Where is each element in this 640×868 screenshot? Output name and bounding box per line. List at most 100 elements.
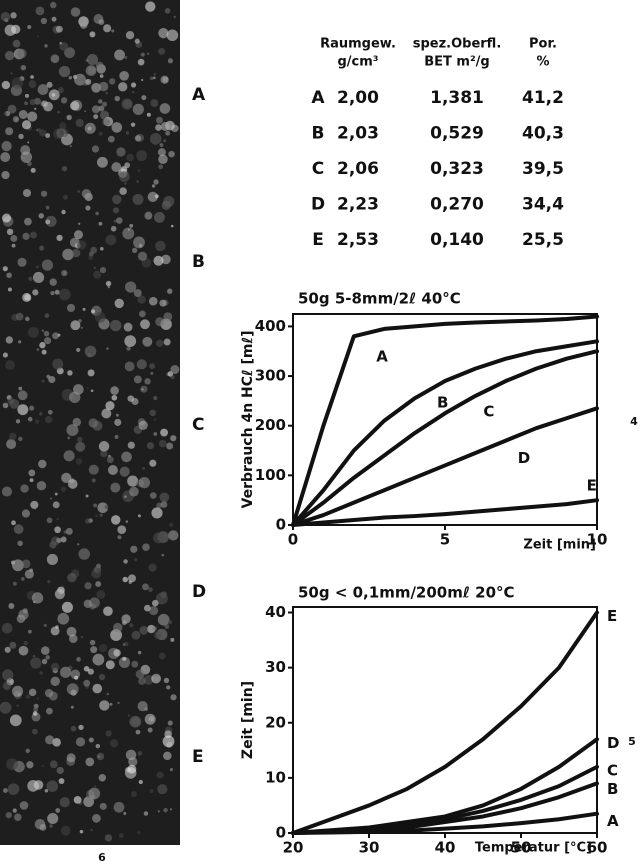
grain bbox=[125, 131, 130, 135]
grain bbox=[141, 78, 144, 82]
grain bbox=[170, 637, 175, 642]
grain bbox=[124, 55, 128, 60]
grain bbox=[65, 527, 73, 535]
grain bbox=[155, 592, 168, 605]
grain bbox=[23, 640, 29, 646]
grain bbox=[36, 129, 39, 132]
table-cell: 0,270 bbox=[430, 195, 484, 215]
grain bbox=[80, 326, 83, 329]
grain bbox=[12, 685, 24, 697]
grain bbox=[27, 629, 32, 634]
grain bbox=[114, 95, 120, 102]
grain bbox=[173, 15, 176, 18]
y-tick-label: 300 bbox=[255, 367, 286, 385]
grain bbox=[131, 630, 141, 640]
grain bbox=[12, 581, 17, 586]
grain bbox=[119, 466, 130, 477]
grain bbox=[111, 515, 121, 525]
grain bbox=[29, 405, 35, 411]
grain bbox=[159, 103, 171, 114]
grain bbox=[105, 234, 117, 246]
grain bbox=[104, 504, 109, 510]
grain bbox=[93, 266, 96, 270]
grain bbox=[49, 1, 57, 9]
table-cell: 0,140 bbox=[430, 230, 484, 250]
grain bbox=[98, 774, 107, 782]
grain bbox=[147, 52, 150, 55]
grain bbox=[18, 110, 28, 119]
y-tick-label: 20 bbox=[265, 713, 286, 731]
grain bbox=[132, 91, 135, 94]
grain bbox=[156, 116, 163, 124]
grain bbox=[120, 166, 128, 173]
grain bbox=[32, 654, 36, 658]
grain bbox=[134, 558, 138, 562]
grain bbox=[137, 650, 142, 655]
grain bbox=[127, 228, 130, 231]
grain bbox=[91, 568, 102, 579]
grain bbox=[33, 600, 36, 604]
grain bbox=[1, 80, 11, 90]
grain bbox=[158, 47, 166, 55]
table-cell: 2,00 bbox=[337, 88, 379, 108]
x-tick-label: 30 bbox=[359, 839, 380, 857]
grain bbox=[56, 537, 62, 543]
grain bbox=[26, 694, 31, 699]
grain bbox=[18, 645, 29, 656]
grain bbox=[88, 464, 99, 475]
grain bbox=[20, 617, 24, 621]
grain bbox=[66, 424, 79, 437]
grain bbox=[98, 221, 103, 226]
grain bbox=[160, 501, 168, 508]
grain bbox=[139, 625, 149, 635]
grain bbox=[44, 688, 54, 698]
grain bbox=[24, 569, 34, 579]
grain bbox=[76, 347, 81, 352]
table-cell: 0,323 bbox=[430, 159, 484, 179]
grain bbox=[83, 796, 95, 808]
grain bbox=[26, 761, 34, 769]
grain bbox=[118, 171, 130, 182]
grain bbox=[141, 388, 144, 391]
grain bbox=[73, 795, 82, 804]
grain bbox=[91, 309, 96, 314]
grain bbox=[30, 500, 39, 509]
grain bbox=[92, 105, 100, 114]
grain bbox=[131, 717, 141, 727]
grain bbox=[66, 303, 76, 313]
grain bbox=[22, 188, 32, 198]
grain bbox=[1, 486, 13, 497]
grain bbox=[46, 780, 59, 792]
grain bbox=[142, 583, 149, 591]
grain bbox=[112, 207, 120, 214]
grain bbox=[157, 810, 160, 813]
grain bbox=[126, 346, 131, 351]
grain bbox=[152, 532, 164, 544]
grain bbox=[98, 19, 105, 26]
grain bbox=[159, 143, 164, 147]
grain bbox=[93, 503, 98, 508]
grain bbox=[58, 288, 71, 301]
grain bbox=[58, 65, 71, 78]
grain bbox=[123, 812, 127, 815]
grain bbox=[142, 336, 153, 347]
table-cell: 41,2 bbox=[522, 88, 564, 108]
grain bbox=[99, 74, 104, 78]
curve-label: D bbox=[518, 449, 530, 467]
grain bbox=[49, 760, 58, 769]
grain bbox=[133, 375, 142, 384]
grain bbox=[146, 442, 155, 450]
grain bbox=[20, 151, 33, 163]
grain bbox=[106, 456, 114, 464]
grain bbox=[137, 701, 148, 712]
grain bbox=[70, 705, 74, 709]
grain bbox=[83, 665, 90, 672]
grain bbox=[61, 472, 72, 484]
grain bbox=[149, 363, 156, 370]
table-cell: 1,381 bbox=[430, 88, 484, 108]
grain bbox=[12, 808, 17, 813]
grain bbox=[10, 234, 18, 242]
grain bbox=[40, 190, 48, 197]
grain bbox=[110, 225, 117, 232]
grain bbox=[138, 476, 151, 489]
